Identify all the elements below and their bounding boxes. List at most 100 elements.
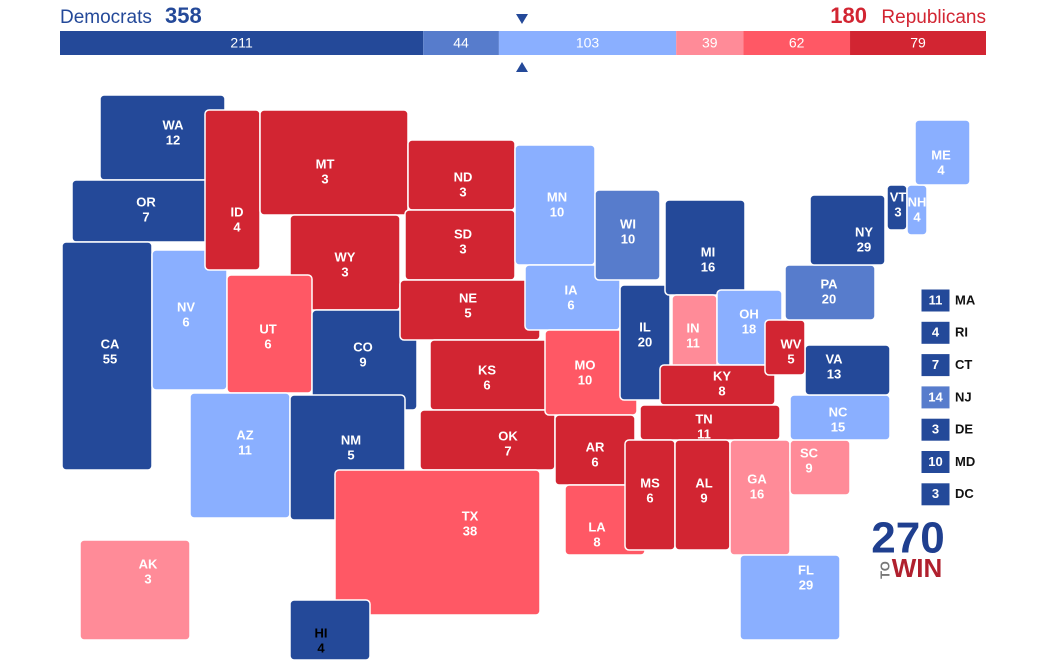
state-abbr: TX bbox=[462, 508, 479, 523]
state-shape bbox=[71, 179, 211, 243]
state-abbr: IL bbox=[639, 319, 651, 334]
state-shape bbox=[804, 344, 891, 396]
state-abbr: MO bbox=[575, 357, 596, 372]
state-abbr: NC bbox=[829, 404, 848, 419]
state-abbr: TN bbox=[695, 411, 712, 426]
state-ev: 16 bbox=[750, 486, 764, 501]
logo-number: 270 bbox=[871, 514, 944, 563]
state-abbr: GA bbox=[747, 471, 767, 486]
small-state-boxes: 11 MA 4 RI 7 CT 14 NJ 3 DE 10 MD 3 DC bbox=[920, 288, 976, 507]
state-abbr: ND bbox=[454, 169, 473, 184]
state-ev: 11 bbox=[697, 426, 711, 441]
state-abbr: AZ bbox=[236, 427, 253, 442]
bar-segment bbox=[743, 31, 851, 55]
state-ev: 29 bbox=[799, 577, 813, 592]
small-state-ev: 10 bbox=[928, 454, 942, 469]
bar-segment bbox=[676, 31, 744, 55]
state-ev: 12 bbox=[166, 132, 180, 147]
state-ev: 6 bbox=[567, 297, 574, 312]
state-ev: 4 bbox=[317, 640, 325, 655]
state-ev: 5 bbox=[464, 305, 471, 320]
state-ev: 18 bbox=[742, 321, 756, 336]
bar-segment-label: 39 bbox=[702, 35, 718, 51]
state-ev: 8 bbox=[718, 383, 725, 398]
majority-marker-bottom bbox=[516, 62, 528, 72]
state-abbr: KS bbox=[478, 362, 496, 377]
state-abbr: UT bbox=[259, 321, 276, 336]
state-ev: 11 bbox=[238, 442, 252, 457]
small-state-ev: 7 bbox=[932, 357, 939, 372]
state-ev: 9 bbox=[700, 490, 707, 505]
small-state-ev: 4 bbox=[932, 325, 940, 340]
state-abbr: VT bbox=[890, 189, 907, 204]
state-abbr: NM bbox=[341, 432, 361, 447]
state-abbr: FL bbox=[798, 562, 814, 577]
state-ev: 6 bbox=[182, 314, 189, 329]
small-state-box bbox=[920, 417, 951, 442]
state-ev: 20 bbox=[638, 334, 652, 349]
small-state-box bbox=[920, 320, 951, 345]
state-ev: 3 bbox=[459, 241, 466, 256]
small-state-box bbox=[920, 450, 951, 474]
state-shape bbox=[809, 194, 886, 266]
small-state-abbr: NJ bbox=[955, 389, 972, 404]
state-ev: 9 bbox=[359, 354, 366, 369]
bar-segment bbox=[60, 31, 424, 55]
state-abbr: NY bbox=[855, 224, 873, 239]
state-ev: 55 bbox=[103, 351, 117, 366]
state-abbr: OK bbox=[498, 428, 518, 443]
small-state-abbr: DC bbox=[955, 486, 974, 501]
state-ev: 6 bbox=[264, 336, 271, 351]
state-abbr: WA bbox=[163, 117, 185, 132]
state-ev: 6 bbox=[646, 490, 653, 505]
state-ev: 3 bbox=[459, 184, 466, 199]
state-abbr: ME bbox=[931, 147, 951, 162]
state-ev: 11 bbox=[686, 335, 700, 350]
state-ev: 4 bbox=[913, 209, 921, 224]
state-abbr: IA bbox=[565, 282, 579, 297]
small-state-abbr: RI bbox=[955, 325, 968, 340]
state-ev: 3 bbox=[341, 264, 348, 279]
state-abbr: WV bbox=[781, 336, 802, 351]
small-state-box bbox=[920, 482, 951, 507]
small-state-box bbox=[920, 353, 951, 378]
state-abbr: CO bbox=[353, 339, 373, 354]
state-abbr: AL bbox=[695, 475, 712, 490]
state-abbr: NH bbox=[908, 194, 927, 209]
rep-label: Republicans bbox=[881, 7, 986, 28]
state-abbr: OH bbox=[739, 306, 759, 321]
state-ev: 8 bbox=[593, 534, 600, 549]
state-ev: 4 bbox=[937, 162, 945, 177]
bar-segment-label: 44 bbox=[453, 35, 469, 51]
state-abbr: AK bbox=[139, 556, 158, 571]
state-abbr: MS bbox=[640, 475, 660, 490]
majority-marker-top bbox=[516, 14, 528, 24]
bar-segment-label: 62 bbox=[789, 35, 805, 51]
state-shape bbox=[764, 319, 806, 376]
bar-segment-label: 211 bbox=[230, 35, 253, 51]
state-abbr: HI bbox=[315, 625, 328, 640]
state-ev: 3 bbox=[894, 204, 901, 219]
state-ev: 29 bbox=[857, 239, 871, 254]
state-abbr: OR bbox=[136, 194, 156, 209]
small-state-box bbox=[920, 385, 951, 410]
state-abbr: KY bbox=[713, 368, 731, 383]
state-ev: 13 bbox=[827, 366, 841, 381]
small-state-ev: 3 bbox=[932, 422, 939, 437]
state-ev: 10 bbox=[621, 231, 635, 246]
small-state-ev: 3 bbox=[932, 486, 939, 501]
state-ev: 9 bbox=[805, 460, 812, 475]
state-shape bbox=[739, 554, 841, 641]
state-abbr: MI bbox=[701, 244, 715, 259]
small-state-abbr: MD bbox=[955, 454, 975, 469]
state-abbr: SC bbox=[800, 445, 819, 460]
small-state-ev: 14 bbox=[928, 389, 943, 404]
state-abbr: IN bbox=[687, 320, 700, 335]
state-abbr: MN bbox=[547, 189, 567, 204]
state-abbr: AR bbox=[586, 439, 605, 454]
logo: 270 TO WIN bbox=[871, 514, 944, 583]
state-ev: 5 bbox=[787, 351, 794, 366]
state-abbr: LA bbox=[588, 519, 606, 534]
state-ev: 3 bbox=[144, 571, 151, 586]
state-shape bbox=[419, 409, 556, 471]
